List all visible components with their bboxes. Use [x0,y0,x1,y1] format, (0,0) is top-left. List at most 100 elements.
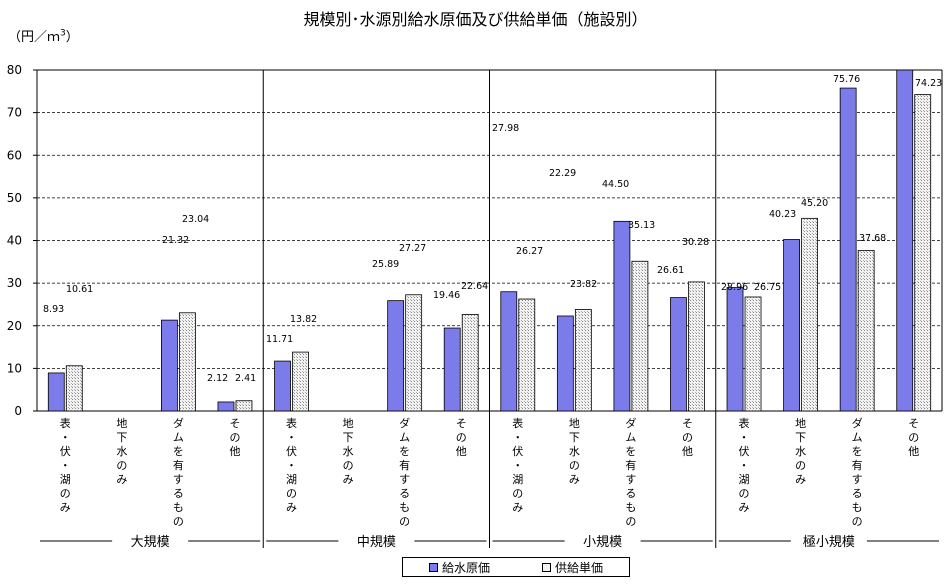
group-label-0: 大規模 [131,535,170,550]
category-label-1-2-char-1: ム [399,431,410,444]
legend-item-series-b: 供給単価 [541,559,603,576]
category-label-2-0-char-5: の [512,487,523,500]
category-label-0-0-char-1: ・ [60,431,71,444]
category-label-3-0-char-6: み [739,501,750,514]
category-label-2-1-char-0: 地 [569,417,580,430]
data-label-series-b-2-3: 30.28 [682,237,709,248]
category-label-1-2-char-0: ダ [399,416,410,430]
category-label-3-0-char-1: ・ [739,431,750,444]
category-label-2-0-char-2: 伏 [512,444,523,458]
y-axis-unit-label: （円／ｍ3） [8,26,79,45]
category-label-2-1-char-2: 水 [569,445,580,458]
data-label-series-b-1-0: 13.82 [290,314,317,325]
bar-series-b-1-3 [461,314,479,412]
y-tick-label-40: 40 [7,234,22,248]
bar-series-b-0-0 [65,365,83,412]
category-label-1-3-char-1: の [456,431,467,444]
category-label-3-1-char-2: 水 [795,445,806,458]
data-label-series-b-0-3: 2.41 [235,373,256,384]
data-label-series-b-2-2: 35.13 [628,220,655,231]
data-label-series-b-2-1: 23.82 [570,279,597,290]
data-label-series-b-1-3: 22.64 [461,281,488,292]
category-label-3-2-char-6: も [852,501,863,514]
bar-series-a-1-2 [387,300,405,412]
bar-series-a-2-0 [500,291,518,412]
data-label-series-a-3-1: 40.23 [769,209,796,220]
category-label-2-1-char-4: み [569,473,580,486]
category-label-2-1-char-1: 下 [569,431,580,444]
category-label-1-0-char-6: み [286,501,297,514]
data-label-series-a-0-3: 2.12 [207,373,228,384]
y-tick-label-10: 10 [7,361,22,375]
category-label-1-1-char-3: の [343,459,354,472]
category-label-3-2-char-5: る [852,487,863,500]
category-label-3-0-char-2: 伏 [739,444,750,458]
category-label-1-1-char-2: 水 [343,445,354,458]
category-label-0-1-char-3: の [116,459,127,472]
category-label-1-0-char-2: 伏 [286,444,297,458]
bar-series-a-0-0 [47,372,65,412]
data-label-series-b-1-2: 27.27 [399,243,426,254]
y-tick-label-70: 70 [7,106,22,120]
bar-series-b-1-2 [405,294,423,412]
category-label-0-3-char-1: の [229,431,240,444]
data-label-series-b-3-1: 45.20 [801,198,828,209]
data-label-series-a-3-0: 28.96 [721,282,748,293]
data-label-series-a-2-2: 44.50 [602,179,629,190]
category-label-0-2-char-3: 有 [173,458,184,472]
data-label-series-a-1-0: 11.71 [266,334,293,345]
category-label-0-3-char-0: そ [229,417,240,430]
category-label-2-3-char-0: そ [682,417,693,430]
data-label-series-a-1-3: 19.46 [433,290,460,301]
group-label-2: 小規模 [583,535,622,550]
category-label-0-1-char-2: 水 [116,445,127,458]
category-label-2-1-char-3: の [569,459,580,472]
data-label-series-a-2-1: 22.29 [549,168,576,179]
category-label-0-0-char-4: 湖 [60,473,71,486]
bar-series-b-2-2 [631,260,649,412]
category-label-3-1-char-4: み [795,473,806,486]
category-label-0-1-char-4: み [116,473,127,486]
bar-series-a-3-3 [896,69,914,412]
y-tick-label-80: 80 [7,63,22,77]
category-label-1-2-char-5: る [399,487,410,500]
category-label-3-0-char-5: の [739,487,750,500]
bar-series-b-3-1 [801,217,818,412]
y-tick-label-30: 30 [7,276,22,290]
bar-series-a-3-1 [783,239,800,412]
bar-series-a-2-1 [556,315,574,412]
category-label-3-1-char-0: 地 [795,417,806,430]
bar-series-b-3-0 [744,296,762,412]
chart-legend: 給水原価 供給単価 [402,557,630,577]
category-label-3-2-char-1: ム [852,431,863,444]
category-label-0-0-char-3: ・ [60,459,71,472]
y-tick-label-20: 20 [7,319,22,333]
bar-series-a-2-2 [613,220,631,412]
bar-series-b-3-2 [857,249,875,412]
bar-series-b-0-2 [179,312,196,412]
category-label-1-1-char-1: 下 [343,431,354,444]
category-label-3-2-char-3: 有 [852,458,863,472]
category-label-1-2-char-4: す [399,473,410,486]
category-label-2-2-char-2: を [625,445,636,458]
bar-series-a-2-3 [670,297,687,412]
category-label-0-2-char-2: を [173,445,184,458]
category-label-2-3-char-1: の [682,431,693,444]
bar-series-b-3-3 [914,94,932,412]
bar-series-b-1-0 [292,351,309,412]
bar-series-a-0-3 [217,401,235,412]
legend-swatch-series-b [541,562,551,572]
category-label-2-0-char-6: み [512,501,523,514]
category-label-1-2-char-2: を [399,445,410,458]
bar-series-b-2-1 [574,309,592,412]
category-label-0-2-char-1: ム [173,431,184,444]
legend-swatch-series-a [428,562,438,572]
category-label-1-0-char-3: ・ [286,459,297,472]
bar-series-b-2-3 [688,281,705,412]
category-label-1-1-char-4: み [343,473,354,486]
category-label-1-0-char-0: 表 [286,416,297,430]
category-label-3-3-char-0: そ [908,417,919,430]
data-label-series-a-2-3: 26.61 [657,265,684,276]
data-label-series-a-0-0: 8.93 [43,304,64,315]
